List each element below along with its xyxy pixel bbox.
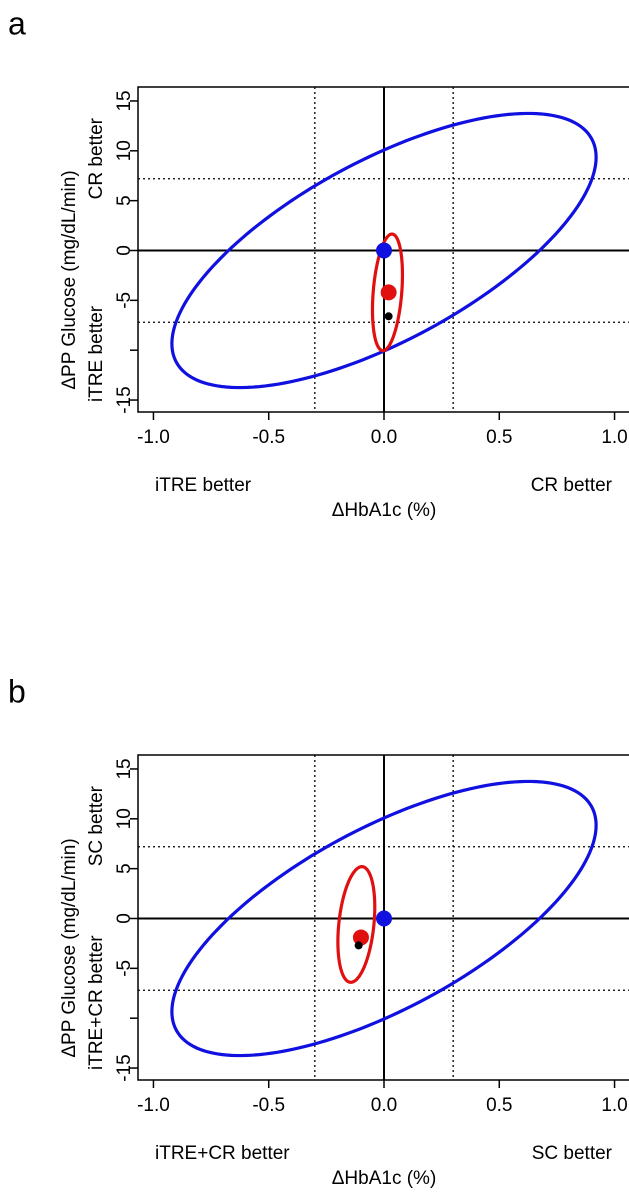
y-axis-annotation: CR better: [86, 117, 107, 199]
x-tick-label: -0.5: [252, 427, 285, 448]
data-point: [380, 284, 397, 301]
x-axis-annotation: CR better: [531, 475, 613, 496]
y-tick-label: 5: [114, 863, 135, 874]
x-tick-label: 0.0: [371, 1095, 397, 1116]
y-tick-label: 10: [114, 808, 135, 829]
x-tick-label: 1.0: [601, 427, 627, 448]
x-tick-label: 0.0: [371, 427, 397, 448]
panel: b -1.0 -0.5 0.0 0.5 1.0 -15 -5 0 5 10 15 iTRE+CR bet…: [8, 673, 629, 1189]
panel-label: a: [8, 5, 26, 41]
y-tick-label: 15: [114, 758, 135, 779]
confidence-ellipse: [370, 232, 405, 353]
data-point: [376, 242, 392, 259]
y-tick-label: 10: [114, 140, 135, 161]
y-tick-label: 15: [114, 90, 135, 111]
y-axis-annotation: iTRE better: [86, 305, 107, 402]
confidence-ellipse: [336, 865, 377, 984]
y-axis-label: ΔPP Glucose (mg/dL/min): [59, 838, 80, 1057]
y-tick-label: 0: [114, 913, 135, 924]
y-tick-label: -5: [114, 292, 135, 309]
confidence-ellipse: [170, 111, 598, 390]
y-axis-annotation: SC better: [86, 785, 107, 866]
x-tick-label: 0.5: [486, 1095, 512, 1116]
y-tick-label: -15: [114, 1054, 135, 1081]
y-tick-label: 0: [114, 245, 135, 256]
y-tick-label: -15: [114, 386, 135, 413]
y-axis-annotation: iTRE+CR better: [86, 935, 107, 1070]
x-tick-label: 0.5: [486, 427, 512, 448]
x-tick-label: -1.0: [137, 427, 170, 448]
data-point: [384, 312, 393, 321]
data-point: [354, 941, 363, 950]
y-tick-label: -5: [114, 960, 135, 977]
panel-label: b: [8, 673, 26, 709]
x-axis-annotation: iTRE better: [155, 475, 252, 496]
y-axis-label: ΔPP Glucose (mg/dL/min): [59, 170, 80, 389]
confidence-ellipse: [170, 779, 598, 1058]
x-axis-annotation: iTRE+CR better: [155, 1143, 290, 1164]
x-axis-label: ΔHbA1c (%): [332, 500, 437, 521]
x-tick-label: -0.5: [252, 1095, 285, 1116]
x-tick-label: 1.0: [601, 1095, 627, 1116]
x-axis-label: ΔHbA1c (%): [332, 1168, 437, 1189]
panel: a -1.0 -0.5 0.0 0.5 1.0 -15 -5 0 5 10 15 iTRE better…: [8, 5, 629, 521]
y-tick-label: 5: [114, 195, 135, 206]
data-point: [376, 910, 392, 927]
data-point: [352, 929, 369, 946]
x-tick-label: -1.0: [137, 1095, 170, 1116]
x-axis-annotation: SC better: [532, 1143, 613, 1164]
